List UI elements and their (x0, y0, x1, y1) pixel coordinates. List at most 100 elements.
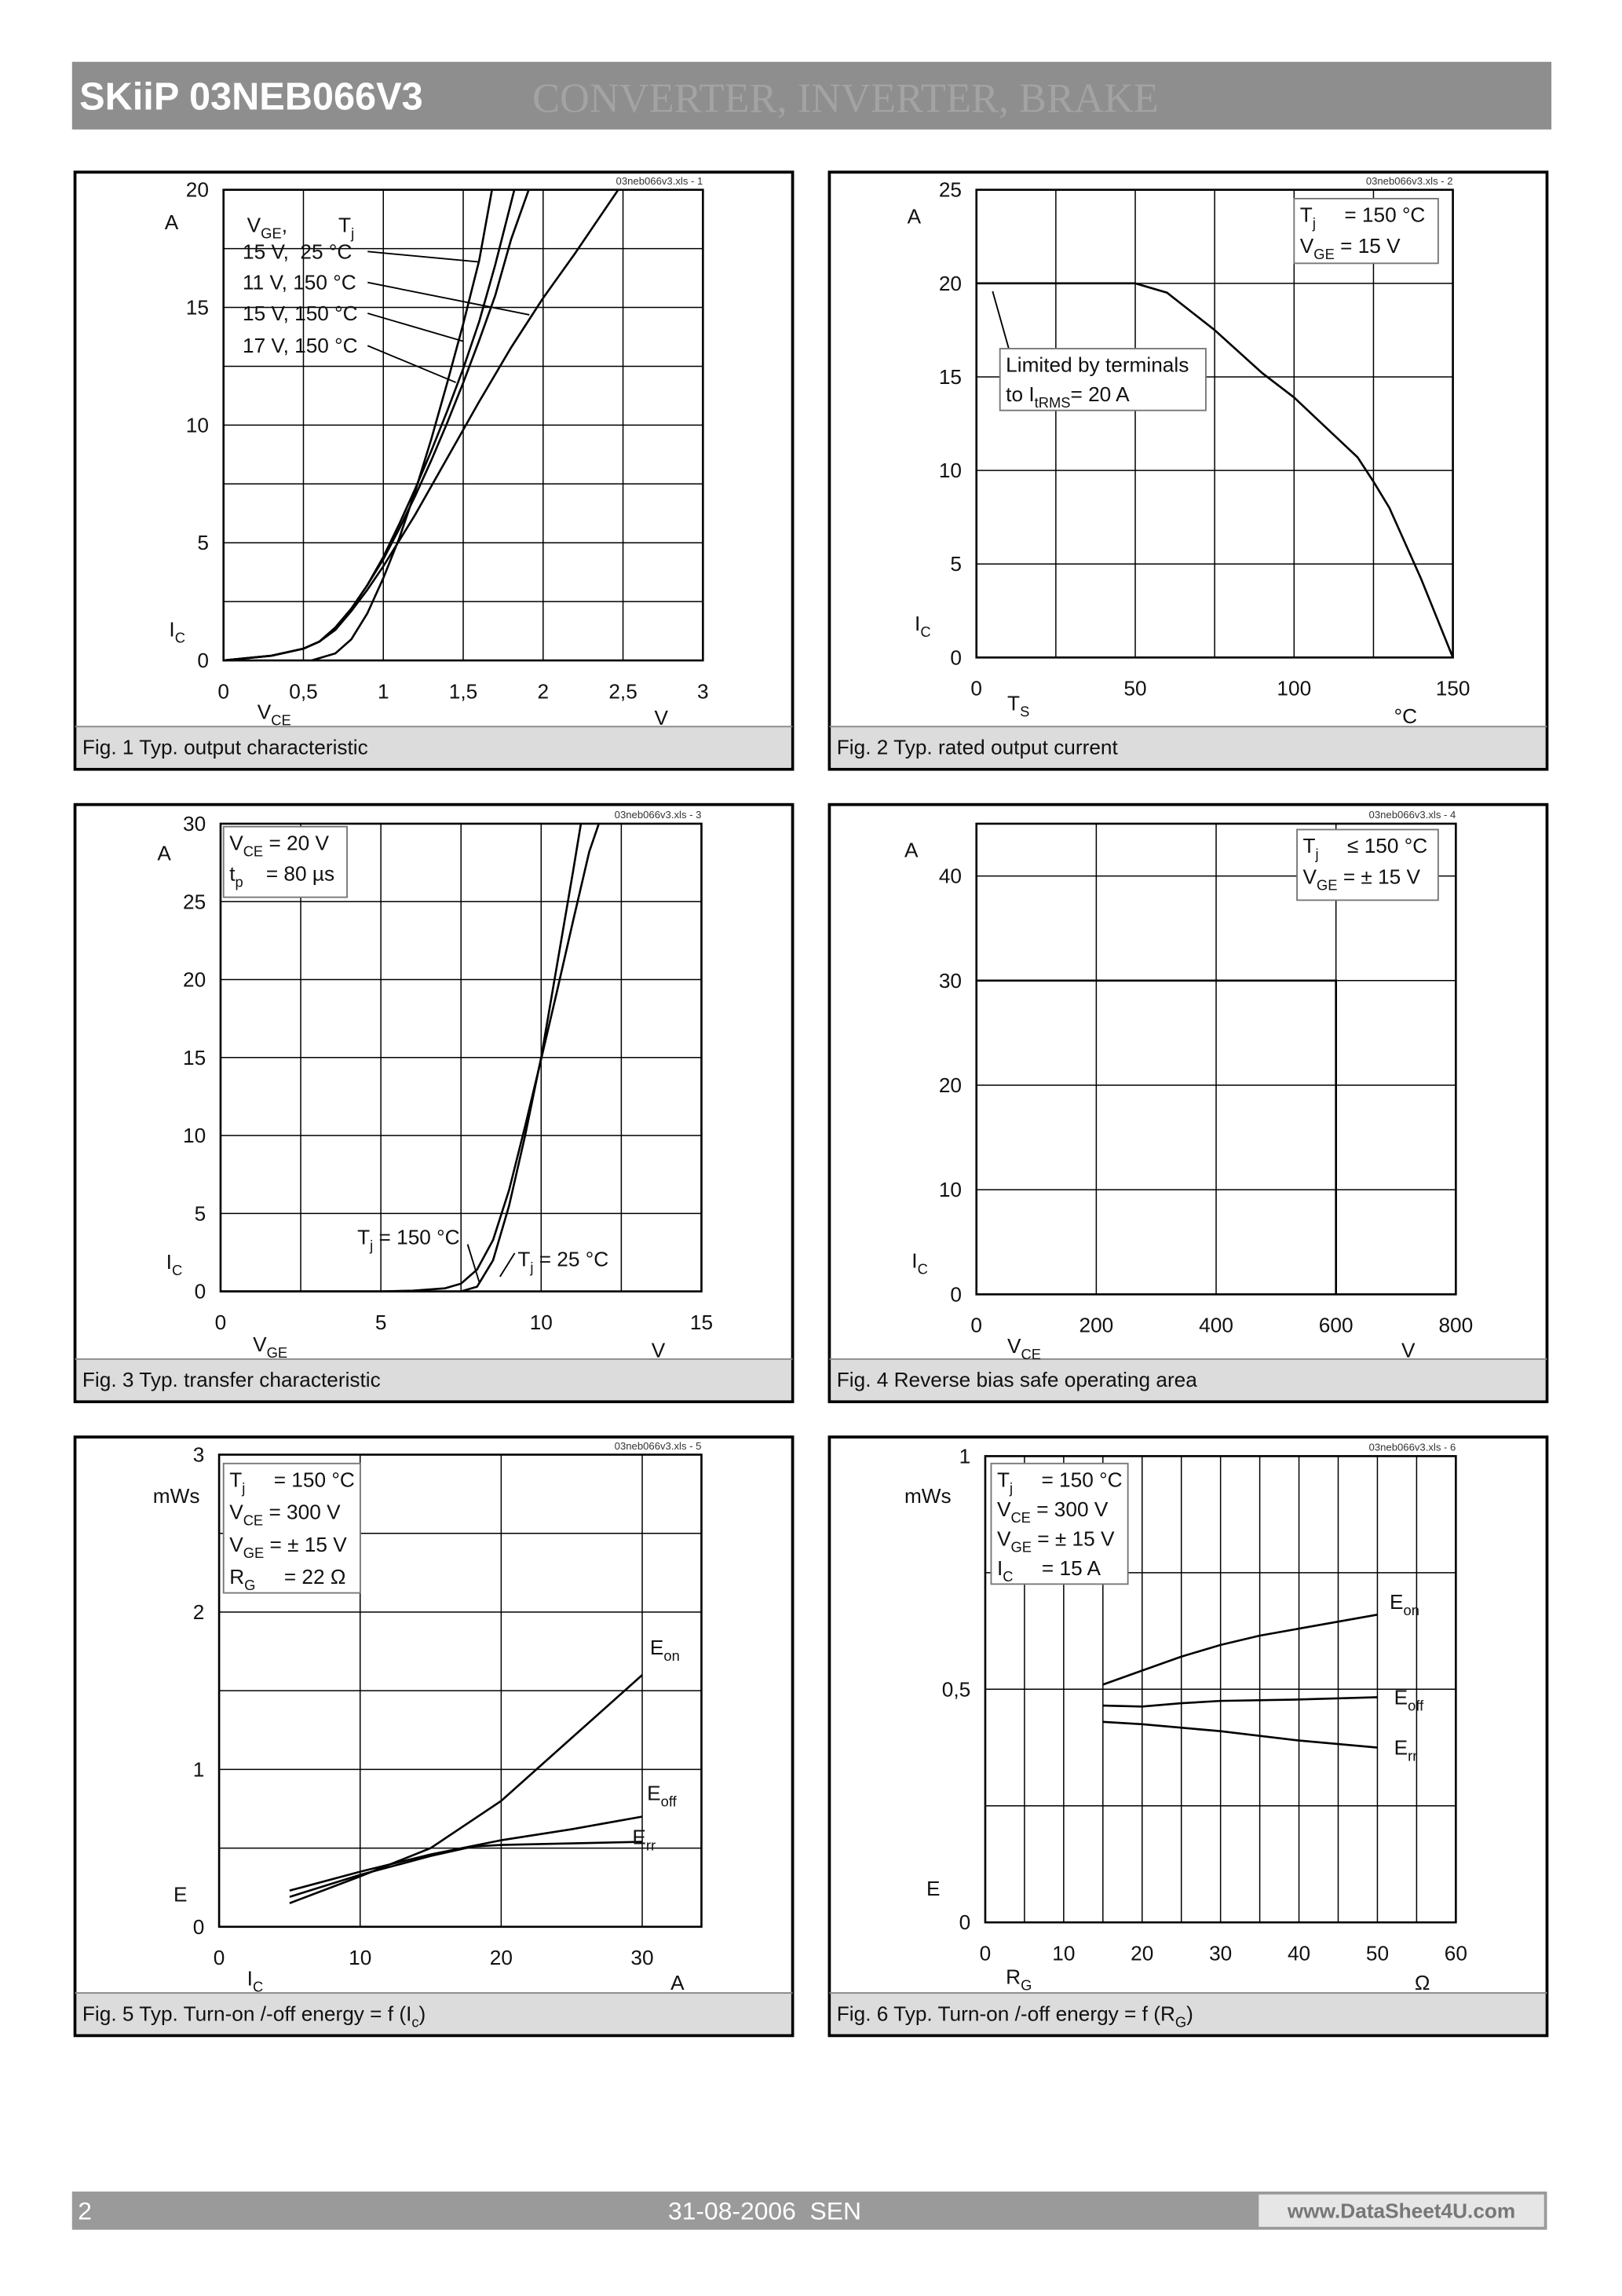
text-run: V (997, 1497, 1011, 1521)
text-run: Ω (1415, 1971, 1430, 1994)
text-run: V (229, 1533, 243, 1556)
text-run: 15 V, 25 °C (243, 239, 352, 263)
y-tick-label: 0 (193, 1915, 205, 1939)
note-text: VGE = 15 V (1300, 234, 1401, 262)
x-tick-label: 50 (1366, 1942, 1389, 1965)
text-run: = 22 Ω (255, 1565, 345, 1589)
y-tick-label: 10 (939, 459, 962, 482)
text-run: T (357, 1225, 370, 1249)
y-tick-label: 0 (950, 1282, 962, 1306)
x-axis-label: VGE (253, 1333, 287, 1361)
text-run: T (1303, 834, 1316, 857)
file-label: 03neb066v3.xls - 5 (615, 1440, 702, 1452)
x-axis-label: RG (1006, 1965, 1032, 1993)
y-tick-label: 1 (193, 1757, 205, 1781)
header-bar (71, 61, 1552, 130)
subscript: GE (1313, 246, 1335, 262)
x-tick-label: 5 (375, 1311, 387, 1334)
text-run: = 150 °C (1316, 203, 1425, 227)
text-run: = 20 V (263, 831, 329, 854)
series-label: Eon (1390, 1590, 1419, 1618)
text-run: I (166, 1250, 172, 1274)
text-run: V (1300, 234, 1314, 258)
note-text: VGE = ± 15 V (997, 1526, 1115, 1555)
text-run: 17 V, 150 °C (243, 334, 358, 357)
text-run: V (655, 706, 669, 729)
text-run: I (911, 1249, 917, 1272)
subscript: off (1408, 1698, 1424, 1714)
header-subtitle: CONVERTER, INVERTER, BRAKE (532, 76, 1159, 122)
text-run: ) (419, 2002, 426, 2025)
series-label: Err (632, 1826, 656, 1854)
x-tick-label: 10 (1052, 1942, 1075, 1965)
x-tick-label: 30 (630, 1946, 653, 1969)
y-axis-label: IC (166, 1250, 183, 1278)
series-label: Eoff (647, 1781, 677, 1809)
text-run: Fig. 1 Typ. output characteristic (82, 736, 368, 759)
y-tick-label: 25 (939, 178, 962, 202)
subscript: CE (1021, 1346, 1041, 1362)
panel (827, 803, 1549, 1403)
text-run: = 15 V (1335, 234, 1401, 258)
y-axis-label: E (926, 1877, 941, 1900)
plot-frame (222, 188, 704, 662)
x-tick-label: 20 (490, 1946, 513, 1969)
note-text: IC = 15 A (997, 1556, 1101, 1585)
note-text: VGE = ± 15 V (229, 1533, 347, 1561)
text-run: 15 V, 150 °C (243, 302, 358, 325)
x-tick-label: 1,5 (449, 679, 477, 703)
subscript: j (1009, 1479, 1013, 1496)
text-run: ) (1186, 2002, 1193, 2025)
text-run: V (229, 1501, 243, 1524)
note-text: VGE = ± 15 V (1303, 865, 1421, 893)
text-run: = ± 15 V (1338, 865, 1421, 888)
caption-bar (831, 1358, 1546, 1401)
leader-line (367, 250, 478, 263)
file-label: 03neb066v3.xls - 3 (615, 809, 702, 821)
text-run: °C (1394, 704, 1417, 728)
text-run: T (1300, 203, 1313, 227)
note-text: VCE = 300 V (997, 1497, 1109, 1526)
text-run: E (926, 1877, 941, 1900)
x-tick-label: 2 (537, 679, 549, 703)
note-box (990, 1462, 1129, 1585)
text-run: V (258, 700, 272, 724)
series-line (1102, 1613, 1378, 1686)
footer-site-box (1259, 2194, 1544, 2227)
x-tick-label: 30 (1209, 1942, 1232, 1965)
y-unit: A (157, 841, 171, 865)
text-run: = ± 15 V (264, 1533, 347, 1556)
file-label: 03neb066v3.xls - 6 (1369, 1442, 1456, 1453)
x-tick-label: 150 (1436, 677, 1470, 700)
series-line (1102, 1720, 1378, 1749)
subscript: j (241, 1479, 245, 1496)
note-text: Tj ≤ 150 °C (1303, 834, 1428, 862)
text-run: = 150 °C (1013, 1468, 1122, 1491)
subscript: rr (1408, 1747, 1417, 1764)
x-tick-label: 40 (1288, 1942, 1310, 1965)
text-run: = 80 µs (243, 862, 334, 886)
subscript: tRMS (1035, 394, 1071, 411)
series-line (223, 189, 516, 662)
leader-line (466, 1244, 480, 1283)
text-run: T (229, 1468, 242, 1491)
note-box (999, 348, 1207, 411)
y-axis-label: E (174, 1883, 188, 1907)
series-label: Tj = 150 °C (357, 1225, 459, 1253)
x-tick-label: 0 (215, 1311, 227, 1334)
x-tick-label: 10 (349, 1946, 371, 1969)
subscript: GE (267, 1344, 288, 1361)
legend-title: VGE, Tj (247, 214, 354, 242)
x-tick-label: 3 (697, 679, 709, 703)
note-text: Tj = 150 °C (229, 1468, 355, 1496)
x-tick-label: 0 (970, 677, 982, 700)
text-run: = 300 V (1031, 1497, 1109, 1521)
text-run: E (647, 1781, 661, 1804)
text-run: E (1394, 1735, 1408, 1759)
subscript: off (661, 1793, 678, 1809)
y-axis-label: IC (169, 618, 185, 646)
note-text: RG = 22 Ω (229, 1565, 345, 1593)
subscript: p (235, 874, 243, 890)
y-tick-label: 20 (939, 272, 962, 295)
subscript: C (253, 1978, 263, 1994)
